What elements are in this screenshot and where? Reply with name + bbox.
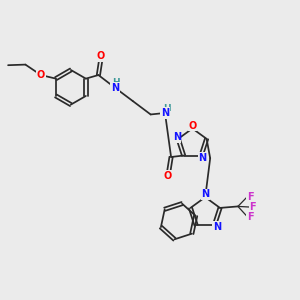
Text: O: O — [188, 121, 196, 130]
Text: F: F — [247, 192, 254, 202]
Text: H: H — [112, 78, 120, 87]
Text: N: N — [111, 82, 119, 93]
Text: O: O — [37, 70, 45, 80]
Text: O: O — [97, 51, 105, 61]
Text: H: H — [163, 104, 170, 113]
Text: F: F — [250, 202, 256, 212]
Text: N: N — [213, 222, 221, 232]
Text: N: N — [161, 108, 169, 118]
Text: O: O — [163, 170, 171, 181]
Text: N: N — [199, 153, 207, 163]
Text: F: F — [247, 212, 254, 222]
Text: N: N — [201, 189, 209, 199]
Text: N: N — [172, 132, 181, 142]
